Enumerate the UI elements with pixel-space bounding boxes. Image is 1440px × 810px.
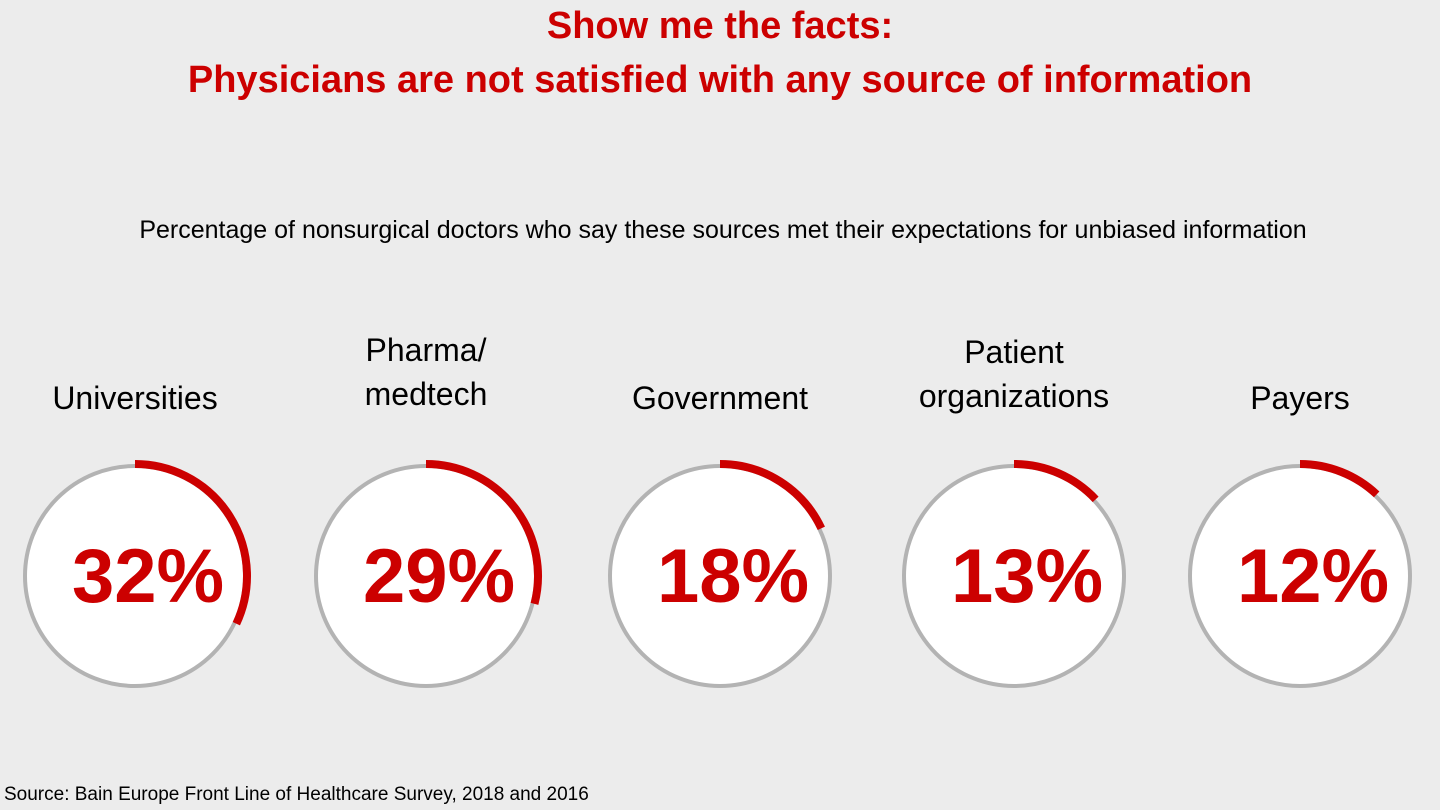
- chart-subtitle: Percentage of nonsurgical doctors who sa…: [139, 216, 1307, 244]
- category-label: Government: [570, 376, 870, 420]
- value-label: 13%: [951, 534, 1103, 619]
- category-label-line: medtech: [364, 376, 488, 412]
- category-label-line: Pharma/: [365, 332, 487, 368]
- donut-3: 13%: [902, 460, 1126, 688]
- category-label: Payers: [1150, 376, 1440, 420]
- category-label-line: organizations: [918, 378, 1110, 414]
- donut-2: 18%: [608, 460, 832, 688]
- category-label: Patient organizations: [864, 330, 1164, 418]
- donut-value-arc: [134, 460, 251, 626]
- donut-value-arc: [425, 460, 542, 605]
- donut-value-arc: [719, 460, 825, 531]
- category-label: Pharma/medtech: [276, 328, 576, 416]
- chart-title-line-1: Show me the facts:: [546, 5, 894, 47]
- value-label: 18%: [657, 534, 809, 619]
- value-label: 32%: [72, 534, 224, 619]
- source-note: Source: Bain Europe Front Line of Health…: [4, 784, 589, 805]
- category-label: Universities: [0, 376, 285, 420]
- donut-4: 12%: [1188, 460, 1412, 688]
- category-label-line: Patient: [964, 334, 1064, 370]
- chart-title-line-2: Physicians are not satisfied with any so…: [187, 59, 1253, 101]
- donut-value-arc: [1299, 460, 1380, 498]
- donut-0: 32%: [23, 460, 251, 688]
- donut-value-arc: [1013, 460, 1099, 503]
- category-label-line: Government: [631, 380, 809, 416]
- donut-1: 29%: [314, 460, 542, 688]
- value-label: 29%: [363, 534, 515, 619]
- category-label-line: Universities: [52, 380, 218, 416]
- value-label: 12%: [1237, 534, 1389, 619]
- category-label-line: Payers: [1250, 380, 1350, 416]
